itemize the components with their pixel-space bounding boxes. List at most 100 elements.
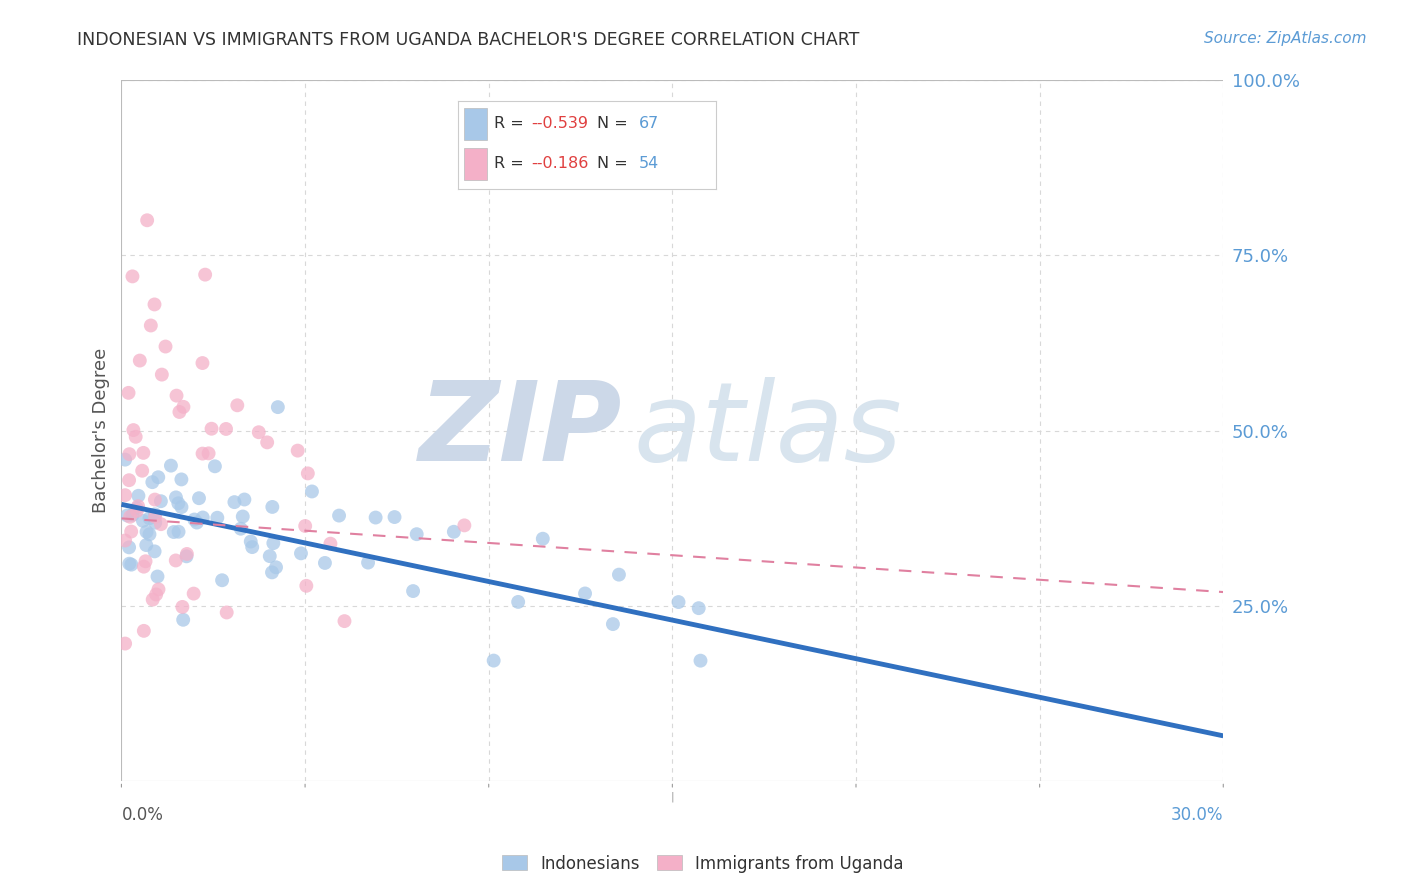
Point — [169, 405, 191, 419]
Point — [143, 509, 166, 524]
Point — [262, 500, 284, 514]
Point — [143, 508, 166, 522]
Point — [176, 547, 198, 561]
Point — [121, 508, 143, 522]
Point — [170, 472, 193, 486]
Point — [176, 549, 198, 564]
Point — [319, 537, 342, 551]
Point — [139, 318, 162, 333]
Point — [115, 508, 138, 523]
Point — [138, 527, 160, 541]
Point — [226, 398, 249, 412]
Point — [120, 509, 142, 524]
Point — [224, 495, 246, 509]
Point — [120, 524, 142, 539]
Point — [121, 269, 143, 284]
Point — [689, 654, 711, 668]
Point — [333, 614, 356, 628]
Point — [163, 524, 186, 539]
Y-axis label: Bachelor's Degree: Bachelor's Degree — [93, 348, 110, 513]
Point — [117, 385, 139, 400]
Point — [141, 475, 163, 490]
Point — [215, 422, 238, 436]
Point — [183, 512, 205, 526]
Point — [574, 586, 596, 600]
Point — [197, 446, 219, 460]
Point — [125, 504, 148, 518]
Point — [135, 554, 157, 568]
Point — [165, 553, 187, 567]
Point — [143, 297, 166, 311]
Point — [167, 496, 190, 510]
Point — [301, 484, 323, 499]
Text: |: | — [671, 792, 673, 803]
Point — [188, 491, 211, 506]
Point — [148, 470, 170, 484]
Point — [191, 356, 214, 370]
Point — [607, 567, 630, 582]
Point — [149, 517, 172, 532]
Point — [128, 353, 150, 368]
Point — [602, 617, 624, 632]
Point — [172, 613, 194, 627]
Point — [165, 491, 187, 505]
Point — [294, 519, 316, 533]
Point — [118, 473, 141, 487]
Point — [132, 624, 155, 638]
Point — [200, 422, 222, 436]
Point — [143, 516, 166, 530]
Point — [138, 511, 160, 525]
Point — [215, 606, 238, 620]
Point — [262, 536, 284, 550]
Point — [125, 430, 148, 444]
Point — [172, 599, 194, 614]
Point — [148, 582, 170, 597]
Point — [482, 654, 505, 668]
Point — [160, 458, 183, 473]
Point — [207, 510, 229, 524]
Point — [256, 435, 278, 450]
Point — [295, 579, 318, 593]
Text: 0.0%: 0.0% — [121, 806, 163, 824]
Point — [118, 447, 141, 461]
Point — [233, 492, 256, 507]
Point — [118, 557, 141, 571]
Point — [132, 446, 155, 460]
Point — [118, 541, 141, 555]
Point — [384, 510, 406, 524]
Point — [314, 556, 336, 570]
Point — [135, 538, 157, 552]
Point — [114, 452, 136, 467]
Point — [114, 533, 136, 548]
Point — [127, 489, 149, 503]
Point — [166, 389, 188, 403]
Point — [132, 514, 155, 528]
Point — [186, 516, 208, 530]
Point — [531, 532, 554, 546]
Point — [127, 499, 149, 513]
Point — [114, 636, 136, 650]
Point — [149, 494, 172, 508]
Point — [264, 560, 287, 574]
Point — [150, 368, 173, 382]
Point — [131, 464, 153, 478]
Text: atlas: atlas — [634, 377, 903, 484]
Point — [114, 488, 136, 502]
Point — [260, 566, 283, 580]
Point — [120, 558, 142, 572]
Point — [239, 534, 262, 549]
Point — [142, 592, 165, 607]
Text: ZIP: ZIP — [419, 377, 623, 484]
Point — [183, 586, 205, 600]
Point — [132, 559, 155, 574]
Point — [328, 508, 350, 523]
Text: Source: ZipAtlas.com: Source: ZipAtlas.com — [1204, 31, 1367, 46]
Point — [143, 544, 166, 558]
Point — [167, 524, 190, 539]
Point — [145, 587, 167, 601]
Text: INDONESIAN VS IMMIGRANTS FROM UGANDA BACHELOR'S DEGREE CORRELATION CHART: INDONESIAN VS IMMIGRANTS FROM UGANDA BAC… — [77, 31, 859, 49]
Point — [247, 425, 270, 440]
Point — [297, 467, 319, 481]
Point — [508, 595, 530, 609]
Point — [135, 524, 157, 539]
